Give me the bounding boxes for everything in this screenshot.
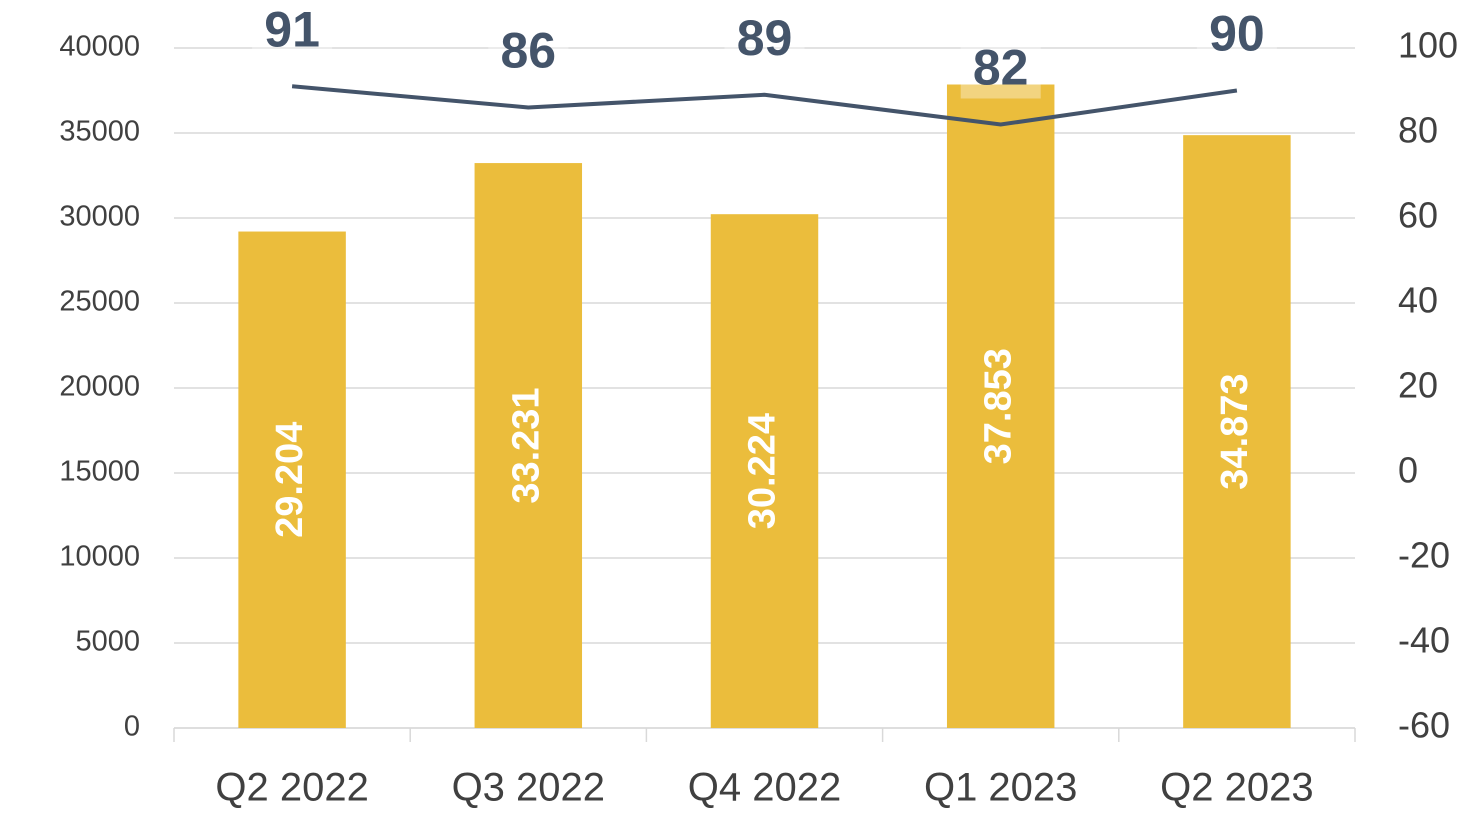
bar — [1183, 135, 1291, 728]
x-tick-label: Q3 2022 — [452, 766, 605, 810]
y2-tick-label: 60 — [1398, 195, 1438, 236]
y2-tick-label: 100 — [1398, 25, 1458, 66]
y-tick-label: 20000 — [59, 371, 140, 403]
y2-tick-label: 20 — [1398, 365, 1438, 406]
bar — [946, 84, 1055, 728]
x-tick-label: Q2 2023 — [1160, 766, 1313, 810]
line-label-box — [252, 6, 333, 61]
y-tick-label: 0 — [124, 711, 140, 743]
line-value-label: 90 — [1209, 6, 1265, 62]
line-label-box — [724, 14, 805, 69]
line-value-label: 86 — [500, 23, 556, 79]
bar — [710, 214, 819, 728]
y2-tick-label: -40 — [1398, 620, 1450, 661]
y2-tick-label: -60 — [1398, 705, 1450, 746]
y2-tick-label: 0 — [1398, 450, 1418, 491]
y2-tick-label: 40 — [1398, 280, 1438, 321]
bar-value-label: 29.204 — [269, 422, 311, 538]
y-tick-label: 5000 — [75, 626, 140, 658]
y-tick-label: 15000 — [59, 456, 140, 488]
line-value-label: 82 — [973, 40, 1029, 96]
bar — [474, 163, 583, 728]
bar-value-label: 33.231 — [505, 387, 547, 503]
bar-value-label: 30.224 — [742, 413, 784, 529]
line-value-label: 91 — [264, 1, 320, 57]
y-tick-label: 35000 — [59, 116, 140, 148]
y-tick-label: 40000 — [59, 31, 140, 63]
y2-tick-label: 80 — [1398, 110, 1438, 151]
line-label-box — [960, 44, 1041, 99]
y-tick-label: 30000 — [59, 201, 140, 233]
line-label-box — [1196, 10, 1277, 65]
bar-value-label: 37.853 — [978, 348, 1020, 464]
x-tick-label: Q4 2022 — [688, 766, 841, 810]
y-tick-label: 25000 — [59, 286, 140, 318]
bar — [238, 231, 346, 729]
y-tick-label: 10000 — [59, 541, 140, 573]
bar-value-label: 34.873 — [1214, 373, 1256, 489]
y2-tick-label: -20 — [1398, 535, 1450, 576]
line — [291, 84, 1238, 127]
line-label-box — [488, 27, 569, 82]
x-tick-label: Q2 2022 — [215, 766, 368, 810]
line-value-label: 89 — [737, 10, 793, 66]
x-tick-label: Q1 2023 — [924, 766, 1077, 810]
